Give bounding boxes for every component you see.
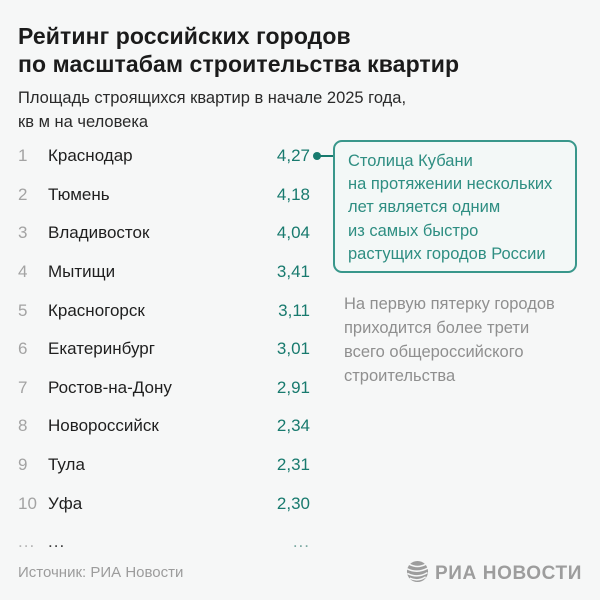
city-cell: Тула — [48, 455, 85, 475]
value-cell: 3,01 — [276, 339, 310, 359]
rank-cell: 2 — [18, 184, 28, 204]
note-text-line: строительства — [344, 367, 456, 385]
table-row: 2 Тюмень 4,18 — [18, 176, 310, 215]
header: Рейтинг российских городов по масштабам … — [18, 22, 459, 134]
note-text-line: всего общероссийского — [344, 343, 524, 361]
table-row: 7 Ростов-на-Дону 2,91 — [18, 369, 310, 408]
rank-cell: 7 — [18, 377, 28, 397]
rank-cell: 6 — [18, 339, 28, 359]
rank-cell: 1 — [18, 146, 28, 166]
value-cell: 2,91 — [276, 377, 310, 397]
value-cell: 4,27 — [276, 146, 310, 166]
city-cell: Тюмень — [48, 184, 110, 204]
page-subtitle: Площадь строящихся квартир в начале 2025… — [18, 87, 459, 134]
city-cell: Екатеринбург — [48, 339, 155, 359]
rank-cell: 9 — [18, 455, 28, 475]
value-cell: 2,31 — [276, 455, 310, 475]
ranking-list: 1 Краснодар 4,27 2 Тюмень 4,18 3 Владиво… — [18, 137, 310, 562]
table-row: 8 Новороссийск 2,34 — [18, 407, 310, 446]
title-line-2: по масштабам строительства квартир — [18, 51, 460, 77]
source-credit: Источник: РИА Новости — [18, 564, 184, 581]
city-cell: Новороссийск — [48, 416, 159, 436]
city-cell: Владивосток — [48, 223, 150, 243]
value-cell: 3,41 — [276, 262, 310, 282]
title-line-1: Рейтинг российских городов — [18, 23, 351, 49]
city-cell: ... — [48, 532, 66, 552]
callout-text-line: из самых быстро — [348, 221, 479, 240]
rank-cell: ... — [18, 532, 36, 552]
table-row: 10 Уфа 2,30 — [18, 484, 310, 523]
table-row: 4 Мытищи 3,41 — [18, 253, 310, 292]
rank-cell: 8 — [18, 416, 28, 436]
rank-cell: 10 — [18, 493, 37, 513]
callout-text-line: растущих городов России — [348, 244, 546, 263]
ria-novosti-logo: РИА НОВОСТИ — [406, 560, 582, 588]
logo-text: РИА НОВОСТИ — [435, 563, 582, 584]
city-cell: Мытищи — [48, 262, 116, 282]
table-row: 6 Екатеринбург 3,01 — [18, 330, 310, 369]
table-row: 5 Красногорск 3,11 — [18, 291, 310, 330]
globe-icon — [406, 560, 429, 588]
annotation-note: На первую пятерку городов приходится бол… — [344, 292, 579, 388]
city-cell: Краснодар — [48, 146, 133, 166]
subtitle-line-1: Площадь строящихся квартир в начале 2025… — [18, 89, 407, 107]
city-cell: Уфа — [48, 493, 83, 513]
value-cell: ... — [292, 532, 310, 552]
table-row: 1 Краснодар 4,27 — [18, 137, 310, 176]
page-title: Рейтинг российских городов по масштабам … — [18, 22, 459, 78]
callout-box: Столица Кубани на протяжении нескольких … — [333, 140, 577, 273]
callout-connector-line — [319, 155, 335, 157]
value-cell: 3,11 — [278, 300, 310, 320]
value-cell: 2,34 — [276, 416, 310, 436]
subtitle-line-2: кв м на человека — [18, 112, 149, 131]
note-text-line: приходится более трети — [344, 319, 530, 337]
city-cell: Ростов-на-Дону — [48, 377, 172, 397]
rank-cell: 4 — [18, 262, 28, 282]
note-text-line: На первую пятерку городов — [344, 295, 555, 313]
value-cell: 2,30 — [276, 493, 310, 513]
value-cell: 4,04 — [276, 223, 310, 243]
rank-cell: 5 — [18, 300, 28, 320]
table-row-truncated: ... ... ... — [18, 523, 310, 562]
callout-connector-dot — [313, 152, 321, 160]
value-cell: 4,18 — [276, 184, 310, 204]
callout-text-line: лет является одним — [348, 198, 501, 217]
callout-text-line: на протяжении нескольких — [348, 175, 553, 194]
rank-cell: 3 — [18, 223, 28, 243]
city-cell: Красногорск — [48, 300, 145, 320]
callout-text-line: Столица Кубани — [348, 152, 473, 170]
table-row: 3 Владивосток 4,04 — [18, 214, 310, 253]
table-row: 9 Тула 2,31 — [18, 446, 310, 485]
